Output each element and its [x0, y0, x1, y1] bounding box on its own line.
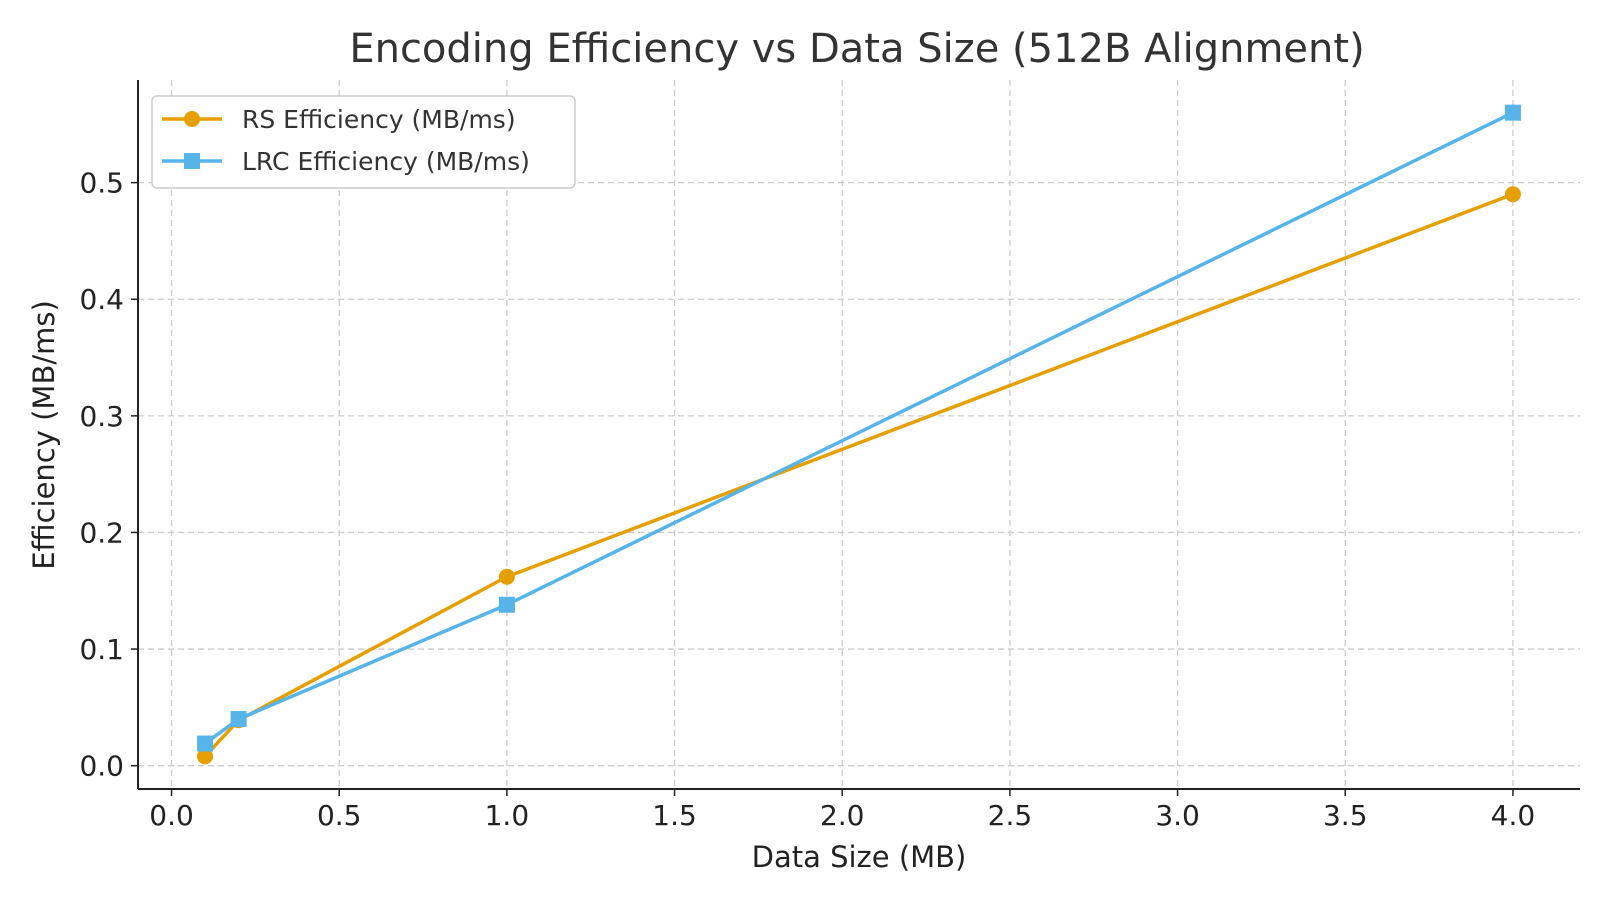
- series-rs-point: [1504, 186, 1521, 203]
- x-tick-label: 0.5: [317, 799, 362, 832]
- y-axis-label: Efficiency (MB/ms): [27, 300, 61, 570]
- legend-box: [151, 95, 576, 189]
- series-rs-line: [203, 192, 1514, 758]
- legend-lrc-marker: [184, 153, 200, 169]
- y-tick-label: 0.5: [79, 167, 124, 200]
- series-rs-point: [197, 748, 214, 765]
- chart-title: Encoding Efficiency vs Data Size (512B A…: [349, 26, 1364, 72]
- series-rs-point: [498, 568, 515, 585]
- x-tick-label: 4.0: [1491, 799, 1536, 832]
- x-tick-label: 1.0: [485, 799, 530, 832]
- y-tick-label: 0.1: [79, 633, 124, 666]
- series-layer: [197, 104, 1521, 765]
- y-tick-label: 0.2: [79, 516, 124, 549]
- x-tick-label: 1.5: [652, 799, 697, 832]
- legend-lrc-label: LRC Efficiency (MB/ms): [242, 147, 530, 176]
- x-ticks: 0.0 0.5 1.0 1.5 2.0 2.5 3.0 3.5 4.0: [149, 789, 1535, 832]
- legend: RS Efficiency (MB/ms) LRC Efficiency (MB…: [151, 95, 576, 189]
- series-lrc-point: [1504, 104, 1521, 121]
- y-tick-label: 0.4: [79, 283, 124, 316]
- x-tick-label: 2.5: [988, 799, 1033, 832]
- series-lrc-line: [204, 111, 1514, 745]
- series-lrc-point: [197, 735, 214, 752]
- x-tick-label: 3.0: [1155, 799, 1200, 832]
- series-lrc-point: [230, 711, 247, 728]
- x-axis-label: Data Size (MB): [752, 840, 967, 874]
- y-ticks: 0.0 0.1 0.2 0.3 0.4 0.5: [79, 167, 138, 783]
- x-tick-label: 3.5: [1323, 799, 1368, 832]
- y-tick-label: 0.3: [79, 400, 124, 433]
- legend-rs-label: RS Efficiency (MB/ms): [242, 105, 516, 134]
- legend-rs-marker: [184, 111, 200, 127]
- y-tick-label: 0.0: [79, 750, 124, 783]
- x-tick-label: 2.0: [820, 799, 865, 832]
- series-lrc-point: [498, 596, 515, 613]
- x-tick-label: 0.0: [149, 799, 194, 832]
